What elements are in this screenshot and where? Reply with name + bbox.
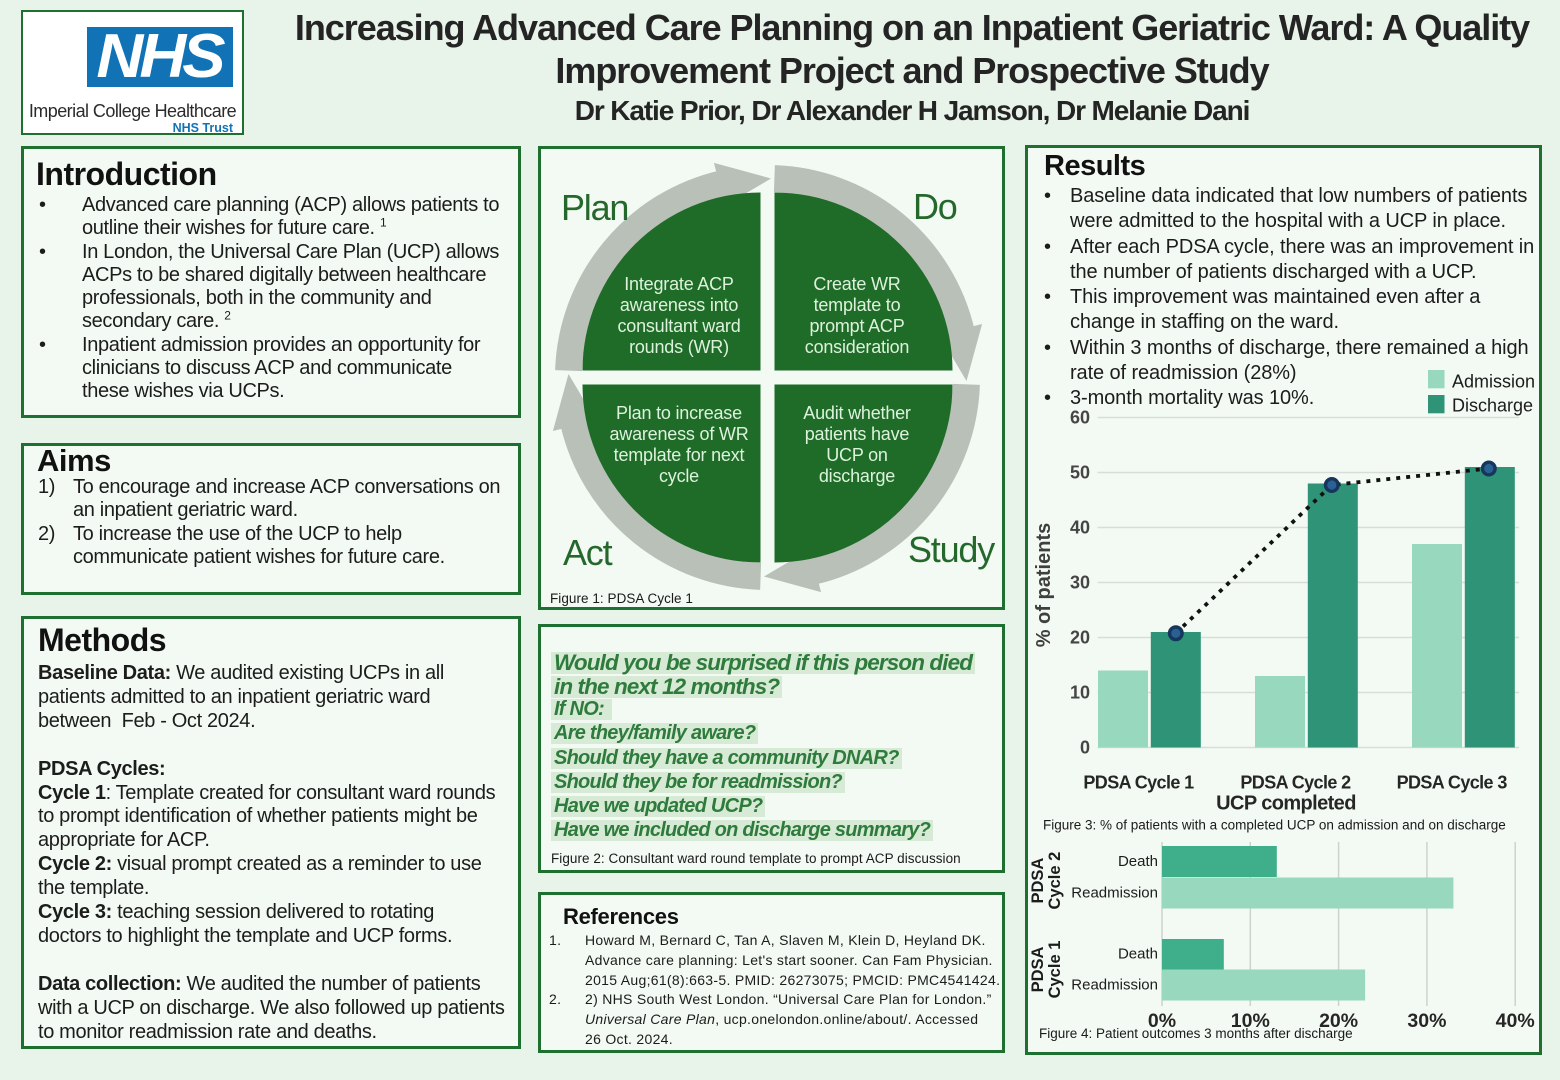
svg-text:awareness of WR: awareness of WR — [609, 424, 748, 444]
svg-text:patients have: patients have — [805, 424, 910, 444]
svg-text:0: 0 — [1080, 738, 1090, 758]
svg-text:30%: 30% — [1407, 1010, 1446, 1032]
svg-text:40%: 40% — [1496, 1010, 1535, 1032]
svg-text:PDSA: PDSA — [1029, 946, 1047, 992]
svg-text:Plan: Plan — [561, 187, 628, 228]
svg-text:Act: Act — [563, 532, 613, 573]
svg-text:UCP completed: UCP completed — [1216, 793, 1356, 815]
svg-text:Cycle 1: Cycle 1 — [1046, 941, 1064, 999]
svg-text:PDSA: PDSA — [1029, 858, 1047, 904]
svg-text:50: 50 — [1070, 463, 1090, 483]
svg-text:Plan to increase: Plan to increase — [616, 403, 742, 423]
svg-text:cycle: cycle — [659, 466, 699, 486]
svg-text:consultant ward: consultant ward — [617, 316, 740, 336]
svg-text:template to: template to — [814, 295, 901, 315]
svg-text:PDSA Cycle 2: PDSA Cycle 2 — [1240, 773, 1351, 793]
svg-text:Audit whether: Audit whether — [803, 403, 911, 423]
svg-text:consideration: consideration — [805, 337, 909, 357]
svg-text:Do: Do — [913, 186, 957, 227]
svg-text:Integrate ACP: Integrate ACP — [624, 274, 734, 294]
svg-text:PDSA Cycle 3: PDSA Cycle 3 — [1397, 773, 1508, 793]
svg-text:10%: 10% — [1231, 1010, 1270, 1032]
svg-text:30: 30 — [1070, 573, 1090, 593]
svg-text:Discharge: Discharge — [1452, 396, 1533, 416]
svg-text:% of patients: % of patients — [1033, 523, 1055, 647]
svg-text:Death: Death — [1118, 946, 1158, 963]
svg-text:Admission: Admission — [1452, 372, 1535, 392]
svg-text:PDSA Cycle 1: PDSA Cycle 1 — [1083, 773, 1194, 793]
svg-text:rounds (WR): rounds (WR) — [629, 337, 729, 357]
svg-text:40: 40 — [1070, 518, 1090, 538]
svg-text:Figure 4: Patient outcomes 3 m: Figure 4: Patient outcomes 3 months afte… — [1039, 1026, 1353, 1041]
svg-text:UCP on: UCP on — [826, 445, 888, 465]
svg-text:10: 10 — [1070, 683, 1090, 703]
svg-text:0%: 0% — [1148, 1010, 1176, 1032]
svg-text:prompt ACP: prompt ACP — [809, 316, 904, 336]
svg-text:20: 20 — [1070, 628, 1090, 648]
svg-text:Study: Study — [908, 529, 995, 570]
svg-text:discharge: discharge — [819, 466, 895, 486]
svg-text:60: 60 — [1070, 408, 1090, 428]
svg-text:template for next: template for next — [614, 445, 745, 465]
svg-text:Readmission: Readmission — [1071, 977, 1158, 994]
svg-text:Cycle 2: Cycle 2 — [1046, 852, 1064, 910]
svg-text:Death: Death — [1118, 853, 1158, 870]
svg-text:Figure 3: % of patients with a: Figure 3: % of patients with a completed… — [1043, 817, 1506, 832]
svg-text:20%: 20% — [1319, 1010, 1358, 1032]
svg-text:Create WR: Create WR — [813, 274, 900, 294]
svg-text:Readmission: Readmission — [1071, 885, 1158, 902]
svg-text:awareness into: awareness into — [620, 295, 738, 315]
